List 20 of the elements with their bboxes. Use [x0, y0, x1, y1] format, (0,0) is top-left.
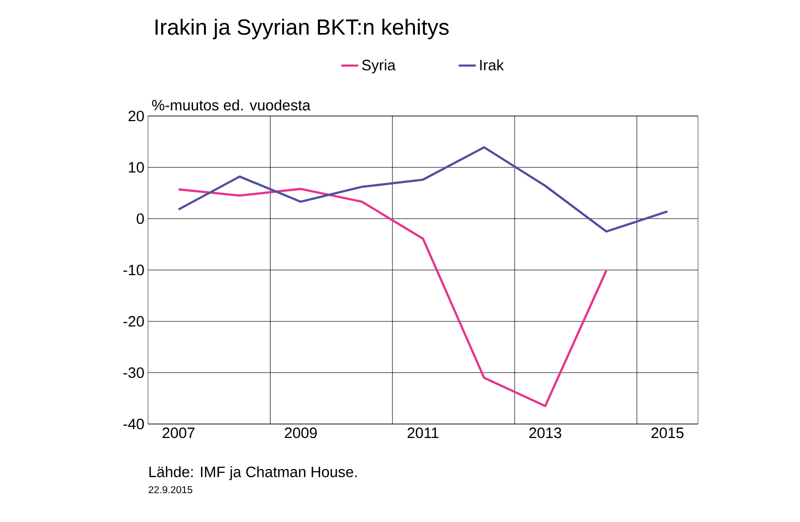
y-tick-label: -40 — [123, 418, 144, 430]
x-tick-label: 2007 — [162, 428, 194, 438]
y-tick-label: -20 — [123, 316, 144, 327]
y-tick-label: -30 — [123, 367, 144, 378]
y-tick-label: 20 — [128, 110, 144, 122]
y-tick-label: 0 — [136, 213, 144, 224]
line-series — [177, 146, 669, 233]
text: 22.9.2015 — [148, 486, 192, 494]
legend-label: Irak — [480, 59, 504, 70]
x-tick-label: 2011 — [408, 428, 438, 438]
y-axis-title: %-muutos ed. vuodesta — [152, 99, 310, 110]
legend-label: Syria — [362, 59, 396, 74]
y-tick-label: -10 — [123, 264, 144, 276]
x-tick-label: 2013 — [529, 428, 562, 438]
text: Lähde: IMF ja Chatman House. — [149, 466, 357, 480]
chart-title: Irakin ja Syyrian BKT:n kehitys — [156, 18, 449, 40]
x-tick-label: 2009 — [284, 428, 317, 438]
line-series — [177, 188, 608, 408]
y-tick-label: 10 — [128, 162, 144, 173]
x-tick-label: 2015 — [652, 428, 684, 438]
